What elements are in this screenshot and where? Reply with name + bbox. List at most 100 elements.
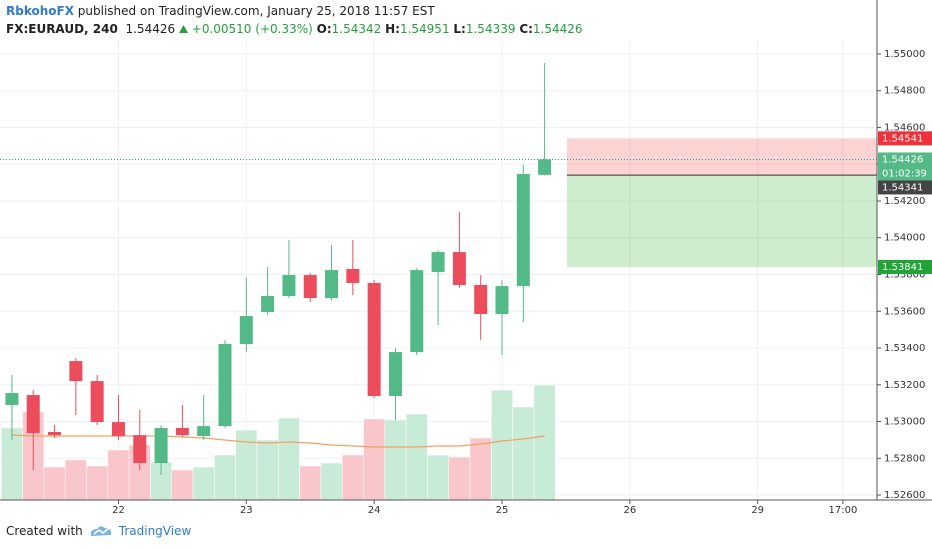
y-tick-label: 1.54800	[884, 86, 925, 97]
symbol: FX:EURAUD, 240	[6, 22, 118, 36]
volume-bar	[405, 413, 428, 501]
y-tick-label: 1.53200	[884, 380, 925, 391]
candle-body	[69, 361, 83, 382]
author[interactable]: RbkohoFX	[6, 4, 74, 18]
close-value: 1.54426	[532, 22, 583, 36]
x-tick-label: 26	[623, 505, 636, 516]
candle-body	[197, 426, 211, 437]
target-label: 1.53841	[882, 262, 923, 273]
volume-bar	[64, 459, 87, 501]
published: published on TradingView.com, January 25…	[77, 4, 435, 18]
target-zone	[566, 175, 877, 267]
candle-body	[388, 352, 402, 396]
candle-body	[218, 343, 232, 427]
created-with: Created with	[6, 524, 83, 538]
ohlc-label: O:	[316, 22, 332, 36]
volume-ma	[11, 434, 545, 448]
volume-bar	[278, 417, 300, 501]
countdown-box	[878, 166, 932, 181]
x-tick-label: 24	[368, 505, 381, 516]
y-tick-label: 1.54600	[884, 122, 925, 133]
candle-body	[90, 381, 104, 423]
candle-body	[410, 270, 424, 353]
stop-zone	[566, 138, 877, 176]
candle-body	[48, 432, 62, 436]
candle-body	[26, 395, 40, 434]
up-arrow	[178, 25, 188, 33]
volume-bar	[86, 465, 109, 501]
x-tick-label: 22	[112, 505, 125, 516]
open-value: 1.54342	[331, 22, 382, 36]
entry-label: 1.54341	[882, 182, 923, 193]
y-tick-label: 1.53400	[884, 343, 925, 354]
x-tick-label: 29	[751, 505, 764, 516]
volume-bar	[448, 456, 471, 501]
candle-body	[346, 268, 360, 283]
candle-body	[239, 316, 253, 344]
volume-bar	[512, 406, 535, 501]
volume-bar	[469, 437, 492, 501]
y-tick-label: 1.53800	[884, 270, 925, 281]
y-tick-label: 1.54000	[884, 233, 925, 244]
y-tick-label: 1.52800	[884, 453, 925, 464]
stop-label: 1.54541	[882, 133, 923, 144]
candle-body	[154, 427, 168, 464]
last-price-label: 1.54426	[882, 154, 923, 165]
candle-body	[516, 173, 530, 287]
x-tick-label: 25	[496, 505, 509, 516]
volume-bar	[341, 454, 364, 501]
ohlc-label: C:	[519, 22, 533, 36]
volume-bar	[427, 454, 449, 501]
high-value: 1.54951	[399, 22, 450, 36]
y-tick-label: 1.52600	[884, 490, 925, 501]
candle-body	[452, 252, 466, 285]
last-price-label-box	[878, 152, 932, 167]
volume-bar	[533, 384, 556, 501]
chart: 1.52600 1.52800 1.53000 1.53200 1.53400 1.536…	[0, 0, 932, 516]
entry-label-box	[878, 180, 932, 195]
x-tick-label: 17:00	[828, 505, 857, 516]
candle-body	[111, 422, 125, 437]
volume-bar	[363, 418, 386, 501]
candle-body	[303, 275, 317, 299]
header: RbkohoFX published on TradingView.com, J…	[6, 2, 583, 38]
volume-bar	[214, 454, 236, 501]
candle-body	[474, 284, 488, 315]
volume-bar	[491, 389, 513, 501]
candle-body	[495, 286, 509, 315]
last-price: 1.54426	[125, 22, 176, 36]
candle-body	[282, 275, 296, 297]
y-tick-label: 1.54200	[884, 196, 925, 207]
stop-label-box	[878, 131, 932, 146]
volume-bar	[256, 439, 279, 501]
candle-body	[367, 282, 381, 396]
y-tick-label: 1.53000	[884, 417, 925, 428]
candle-body	[175, 427, 189, 436]
change: +0.00510	[191, 22, 252, 36]
candle-body	[431, 252, 445, 272]
candle-body	[133, 435, 147, 464]
candle-body	[261, 296, 275, 312]
candle-body	[325, 270, 339, 299]
ohlc-label: L:	[453, 22, 466, 36]
volume-bar	[192, 466, 215, 501]
symbol-line: FX:EURAUD, 240 1.54426 +0.00510 (+0.33%)…	[6, 20, 583, 38]
countdown: 01:02:39	[882, 168, 927, 179]
change-percent: (+0.33%)	[255, 22, 313, 36]
tradingview-logo	[90, 526, 111, 536]
footer: Created with TradingView	[6, 524, 191, 538]
x-tick-label: 23	[240, 505, 253, 516]
volume-bar	[384, 419, 407, 501]
volume-bar	[171, 469, 194, 501]
volume-bar	[107, 449, 130, 501]
brand[interactable]: TradingView	[118, 524, 192, 538]
volume-bar	[235, 429, 258, 501]
volume-bar	[43, 466, 66, 501]
target-label-box	[878, 259, 932, 274]
publish-line: RbkohoFX published on TradingView.com, J…	[6, 2, 583, 20]
y-tick-label: 1.55000	[884, 49, 925, 60]
candle-body	[538, 159, 552, 175]
volume-bar	[299, 465, 322, 501]
ohlc-label: H:	[385, 22, 400, 36]
